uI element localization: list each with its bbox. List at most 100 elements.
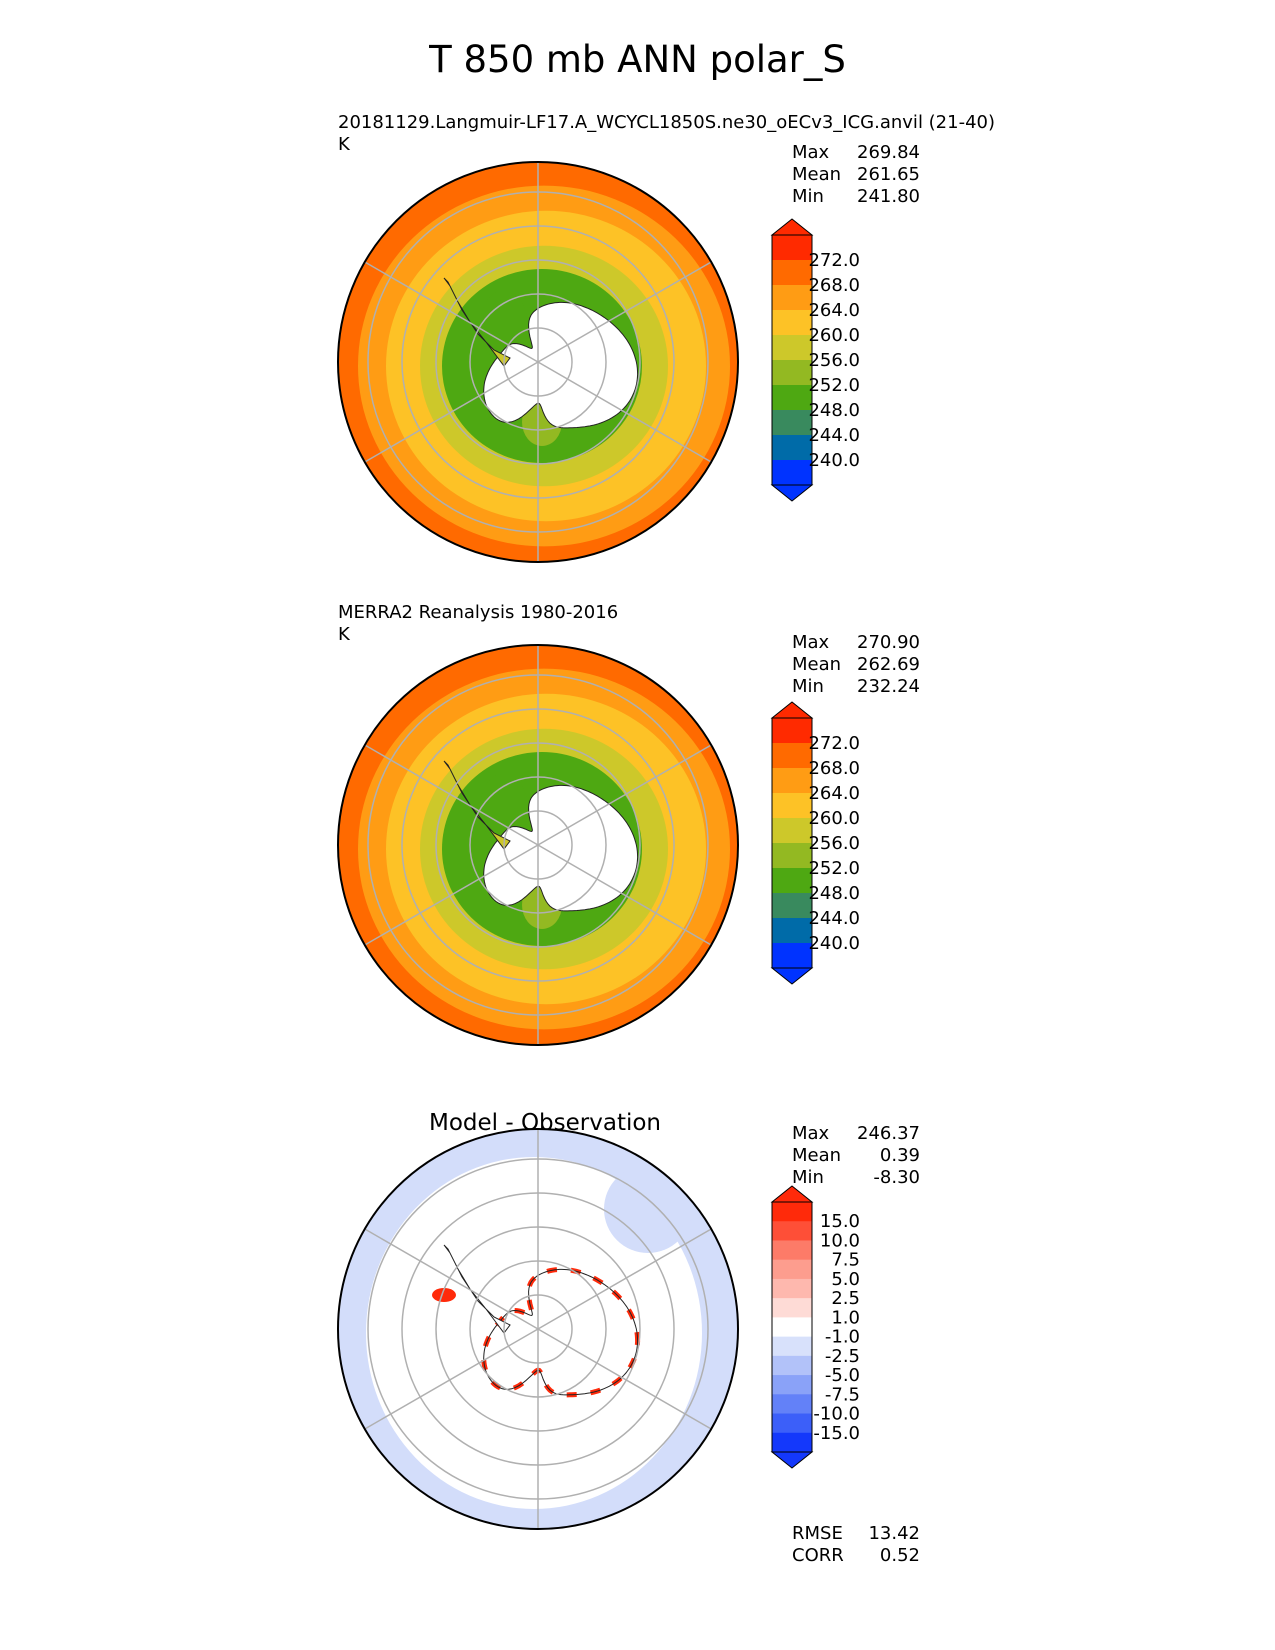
colorbar-tick-label: 2.5 <box>831 1288 860 1309</box>
stat-label: Mean <box>792 164 842 185</box>
colorbar-tick-label: 256.0 <box>808 833 860 854</box>
colorbar-swatch <box>772 285 812 311</box>
colorbar-swatch <box>772 385 812 411</box>
colorbar-swatch <box>772 943 812 969</box>
colorbar-swatch <box>772 793 812 819</box>
colorbar-tick-label: 260.0 <box>808 808 860 829</box>
panel2-units: K <box>338 624 350 645</box>
colorbar-tick-label: 252.0 <box>808 375 860 396</box>
colorbar-swatch <box>772 718 812 744</box>
panel1-title: 20181129.Langmuir-LF17.A_WCYCL1850S.ne30… <box>338 112 996 133</box>
colorbar-frame <box>771 717 813 969</box>
stat-label: Mean <box>792 1145 842 1166</box>
colorbar-extend-bottom <box>770 484 814 502</box>
panel2-stats: Max 270.90 Mean 262.69 Min 232.24 <box>792 632 920 698</box>
colorbar-tick-label: 240.0 <box>808 933 860 954</box>
colorbar-swatch <box>772 1375 812 1395</box>
colorbar-tick-label: -1.0 <box>825 1327 860 1348</box>
colorbar-swatch <box>772 1221 812 1241</box>
longitude-gridline <box>537 1228 712 1330</box>
colorbar-swatch <box>772 1432 812 1453</box>
colorbar-tick-label: 244.0 <box>808 908 860 929</box>
colorbar-swatch <box>772 435 812 461</box>
colorbar-frame <box>771 1201 813 1453</box>
colorbar-swatch <box>772 410 812 436</box>
colorbar-swatch <box>772 1259 812 1280</box>
colorbar-extend-top <box>770 1185 814 1203</box>
stat-value: 262.69 <box>857 654 920 675</box>
stat-label: Min <box>792 1167 824 1188</box>
colorbar-extend-top <box>770 218 814 236</box>
colorbar-tick-label: 260.0 <box>808 325 860 346</box>
longitude-gridline <box>364 361 539 463</box>
colorbar-swatch <box>772 1413 812 1434</box>
colorbar-tick-label: 7.5 <box>831 1250 860 1271</box>
stat-label: Mean <box>792 654 842 675</box>
colorbar-tick-label: 268.0 <box>808 758 860 779</box>
panel2-map <box>337 644 739 1046</box>
colorbar-swatch <box>772 1278 812 1299</box>
stat-value: 246.37 <box>857 1123 920 1144</box>
panel1-map <box>337 161 739 563</box>
colorbar-swatch <box>772 360 812 386</box>
stat-label: Min <box>792 676 824 697</box>
colorbar-tick-label: 264.0 <box>808 300 860 321</box>
map-fill-group <box>338 1129 738 1529</box>
colorbar-tick-label: 1.0 <box>831 1307 860 1328</box>
colorbar-swatch <box>772 310 812 336</box>
colorbar-swatch <box>772 260 812 286</box>
colorbar-swatch <box>772 1240 812 1261</box>
panel2-title: MERRA2 Reanalysis 1980-2016 <box>338 602 619 623</box>
colorbar-extend-bottom <box>770 1451 814 1469</box>
diff-negative-patch <box>604 1165 692 1253</box>
stat-value: 0.52 <box>879 1545 920 1566</box>
stat-value: 241.80 <box>857 186 920 207</box>
colorbar-tick-label: -5.0 <box>825 1365 860 1386</box>
colorbar-tick-label: -7.5 <box>825 1384 860 1405</box>
colorbar-extend-bottom <box>770 967 814 985</box>
stat-value: 232.24 <box>857 676 920 697</box>
colorbar-swatch <box>772 818 812 844</box>
colorbar-extend-top <box>770 701 814 719</box>
stat-value: -8.30 <box>873 1167 920 1188</box>
panel3-map <box>337 1128 739 1530</box>
diff-negative-patch <box>498 1129 558 1157</box>
longitude-gridline <box>537 261 712 363</box>
colorbar-swatch <box>772 743 812 769</box>
colorbar-swatch <box>772 1394 812 1415</box>
stat-value: 13.42 <box>868 1523 920 1544</box>
peninsula-positive-anomaly <box>432 1288 456 1302</box>
panel1-units: K <box>338 134 350 155</box>
stat-label: RMSE <box>792 1523 843 1544</box>
colorbar-swatch <box>772 918 812 944</box>
longitude-gridline <box>364 261 539 363</box>
colorbar-swatch <box>772 768 812 794</box>
panel3-stats: Max 246.37 Mean 0.39 Min -8.30 <box>792 1123 920 1189</box>
antarctic-peninsula <box>443 760 511 850</box>
stat-label: Max <box>792 1123 830 1144</box>
stat-value: 269.84 <box>857 142 920 163</box>
longitude-gridline <box>537 844 712 946</box>
colorbar-tick-label: 5.0 <box>831 1269 860 1290</box>
longitude-gridline <box>364 844 539 946</box>
figure-title: T 850 mb ANN polar_S <box>429 38 846 81</box>
colorbar-swatch <box>772 1202 812 1222</box>
colorbar-swatch <box>772 1298 812 1318</box>
colorbar-swatch <box>772 868 812 894</box>
colorbar-tick-label: 268.0 <box>808 275 860 296</box>
longitude-gridline <box>364 1228 539 1330</box>
colorbar-tick-label: 272.0 <box>808 250 860 271</box>
panel3-footer-stats: RMSE 13.42 CORR 0.52 <box>792 1523 920 1567</box>
colorbar-tick-label: 10.0 <box>820 1230 860 1251</box>
colorbar-tick-label: -15.0 <box>813 1423 860 1444</box>
colorbar-tick-label: 272.0 <box>808 733 860 754</box>
colorbar-swatch <box>772 1317 812 1338</box>
longitude-gridline <box>364 1328 539 1430</box>
colorbar-swatch <box>772 1355 812 1376</box>
colorbar-tick-label: 15.0 <box>820 1211 860 1232</box>
longitude-gridline <box>364 744 539 846</box>
stat-label: Min <box>792 186 824 207</box>
map-boundary <box>337 1128 739 1530</box>
colorbar-swatch <box>772 843 812 869</box>
